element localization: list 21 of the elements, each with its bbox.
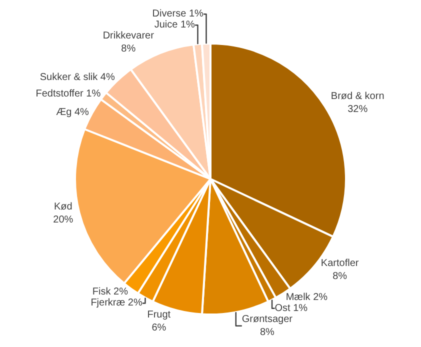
slice-label: Mælk 2%: [286, 292, 328, 303]
slice-label: Kød: [54, 201, 72, 212]
slice-label: Fisk 2%: [92, 286, 128, 298]
slice-label: Brød & korn: [330, 90, 384, 102]
data-label: 8%: [260, 326, 275, 338]
data-label: 8%: [121, 44, 136, 55]
slice-label: Diverse 1%: [152, 8, 204, 20]
data-label: 6%: [152, 322, 166, 334]
slice-label: Fjerkræ 2%: [90, 298, 142, 309]
slice-label: Frugt: [147, 310, 171, 320]
slice-label: Sukker & slik 4%: [40, 72, 115, 83]
slice-label: Kartofler: [320, 258, 360, 270]
slice-label: Grøntsager: [242, 314, 294, 325]
data-label: 20%: [53, 214, 74, 226]
slice-label: Juice 1%: [154, 20, 195, 31]
data-label: 32%: [348, 104, 368, 115]
slice-label: Æg 4%: [56, 106, 90, 118]
slice-label: Fedtstoffer 1%: [36, 88, 101, 100]
slice-label: Ost 1%: [274, 302, 308, 314]
data-label: 8%: [332, 271, 348, 282]
slice-label: Drikkevarer: [102, 30, 155, 42]
